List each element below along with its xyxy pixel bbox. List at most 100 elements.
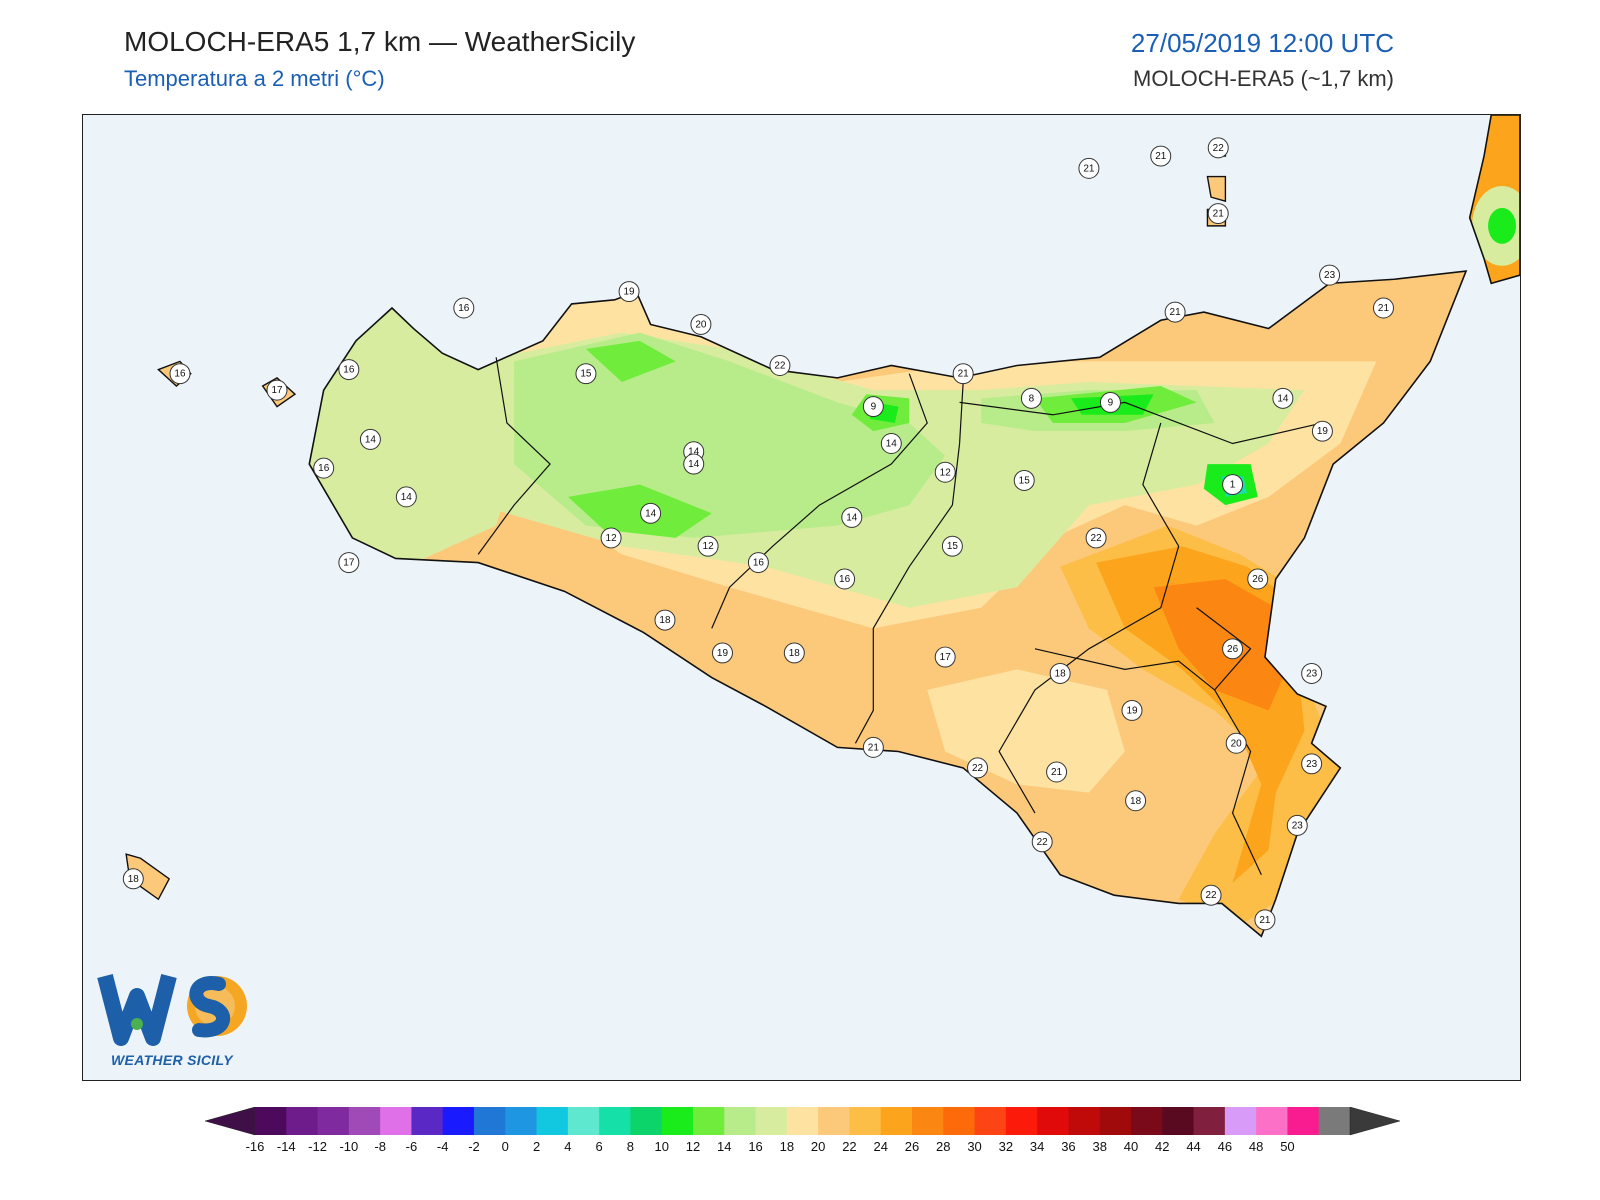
colorbar-bin	[693, 1107, 725, 1135]
colorbar-bin	[1224, 1107, 1257, 1135]
station-marker: 26	[1247, 568, 1269, 590]
station-circle	[1049, 662, 1071, 684]
station-value: 23	[1324, 270, 1336, 281]
station-value: 1	[1230, 480, 1236, 491]
station-circle	[952, 363, 974, 385]
colorbar-tick-label: 18	[780, 1139, 794, 1154]
station-marker: 19	[618, 281, 640, 303]
colorbar-tick-label: 30	[967, 1139, 981, 1154]
colorbar-tick-label: 0	[502, 1139, 509, 1154]
station-value: 18	[1055, 668, 1067, 679]
station-circle	[640, 502, 662, 524]
station-marker: 15	[941, 535, 963, 557]
station-marker: 23	[1286, 814, 1308, 836]
station-marker: 20	[1225, 732, 1247, 754]
station-value: 26	[1227, 644, 1239, 655]
station-value: 14	[688, 459, 700, 470]
station-marker: 19	[1121, 699, 1143, 721]
colorbar-bin	[567, 1107, 600, 1135]
station-value: 14	[1277, 393, 1289, 404]
province-borders	[477, 357, 1323, 875]
station-marker: 21	[1372, 297, 1394, 319]
ws-logo-mark	[97, 974, 247, 1046]
colorbar-bins	[205, 1107, 1400, 1136]
map-panel[interactable]: 16 17 16 16 15 19 20 22 14 16 14 17 14 12 12 14 14 18 19 18…	[82, 114, 1521, 1081]
colorbar-extend-max	[1349, 1107, 1400, 1136]
colorbar-bin	[1193, 1107, 1226, 1135]
station-marker: 18	[122, 868, 144, 890]
station-marker: 18	[654, 609, 676, 631]
colorbar-tick-label: 12	[686, 1139, 700, 1154]
colorbar-bin	[724, 1107, 757, 1135]
station-circle	[1372, 297, 1394, 319]
colorbar-bin	[380, 1107, 412, 1135]
colorbar-tick-label: 46	[1218, 1139, 1232, 1154]
station-marker: 18	[783, 642, 805, 664]
weathersicily-logo: WEATHER SICILY	[97, 968, 257, 1068]
station-marker: 26	[1222, 638, 1244, 660]
colorbar-tick-label: 8	[627, 1139, 634, 1154]
colorbar-bin	[474, 1107, 506, 1135]
station-circle	[1272, 387, 1294, 409]
map-title: MOLOCH-ERA5 1,7 km — WeatherSicily	[124, 26, 636, 57]
station-value: 22	[1037, 837, 1049, 848]
station-marker: 21	[1046, 761, 1068, 783]
station-marker: 22	[1207, 137, 1229, 159]
colorbar-bin	[317, 1107, 350, 1135]
colorbar-tick-label: -10	[339, 1139, 358, 1154]
station-marker: 17	[934, 646, 956, 668]
colorbar-bin	[786, 1107, 819, 1135]
colorbar-tick-label: 14	[717, 1139, 731, 1154]
station-value: 8	[1029, 393, 1035, 404]
station-circle	[1020, 387, 1042, 409]
station-circle	[841, 506, 863, 528]
station-value: 19	[624, 287, 636, 298]
colorbar-bin	[505, 1107, 538, 1135]
colorbar-tick-label: 42	[1155, 1139, 1169, 1154]
colorbar-tick-label: -8	[374, 1139, 386, 1154]
province-border	[998, 422, 1180, 814]
station-value: 22	[1091, 533, 1103, 544]
colorbar-bin	[348, 1107, 381, 1135]
station-marker: 21	[1207, 203, 1229, 225]
station-marker: 17	[266, 379, 288, 401]
station-circle	[1046, 761, 1068, 783]
station-value: 12	[703, 541, 715, 552]
station-circle	[338, 359, 360, 381]
station-circle	[1286, 814, 1308, 836]
station-value: 22	[1213, 143, 1225, 154]
station-circle	[1301, 753, 1323, 775]
station-marker: 22	[967, 757, 989, 779]
colorbar-bin	[1005, 1107, 1038, 1135]
station-value: 17	[343, 558, 355, 569]
station-value: 9	[1108, 397, 1114, 408]
colorbar-bin	[943, 1107, 976, 1135]
station-circle	[1207, 203, 1229, 225]
station-circle	[1254, 909, 1276, 931]
province-border	[1034, 648, 1215, 691]
station-circle	[934, 646, 956, 668]
colorbar-tick-label: 28	[936, 1139, 950, 1154]
station-marker: 21	[1164, 301, 1186, 323]
station-value: 16	[343, 365, 355, 376]
station-value: 18	[1130, 796, 1142, 807]
station-circle	[862, 396, 884, 418]
temperature-region	[1488, 207, 1517, 244]
station-marker: 12	[600, 527, 622, 549]
station-value: 22	[972, 763, 984, 774]
station-value: 21	[1259, 915, 1271, 926]
station-value: 21	[1378, 303, 1390, 314]
station-circle	[934, 461, 956, 483]
station-circle	[1099, 391, 1121, 413]
station-circle	[967, 757, 989, 779]
station-value: 21	[1213, 209, 1225, 220]
colorbar-tick-label: 20	[811, 1139, 825, 1154]
sicily-coast	[308, 270, 1468, 938]
station-circle	[1200, 884, 1222, 906]
colorbar-tick-label: 50	[1280, 1139, 1294, 1154]
colorbar-bin	[755, 1107, 788, 1135]
colorbar-bin	[661, 1107, 694, 1135]
station-marker: 23	[1301, 662, 1323, 684]
